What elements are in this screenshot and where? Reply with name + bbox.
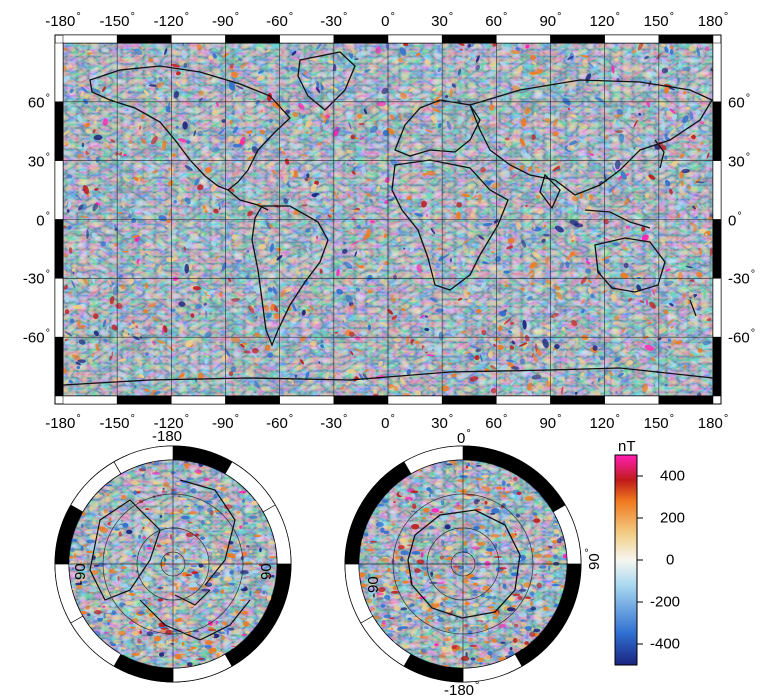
coastline-africa xyxy=(391,159,509,291)
axis-label-right: -30° xyxy=(728,268,756,288)
coastline-new-zealand xyxy=(689,299,697,317)
coastline-asia xyxy=(469,79,713,196)
axis-label-bottom: -60° xyxy=(266,413,294,432)
axis-label-top: -120° xyxy=(153,11,190,30)
axis-label-bottom: -90° xyxy=(211,413,240,432)
graticule xyxy=(63,43,713,396)
axis-label-bottom: 150° xyxy=(643,413,675,432)
axis-label-right: -60° xyxy=(728,327,756,347)
axis-label-left: -60° xyxy=(22,327,50,347)
axis-label-top: 60° xyxy=(485,11,508,30)
axis-label-top: 30° xyxy=(431,11,454,30)
axis-label-top: 0° xyxy=(381,11,395,30)
coastline-australia xyxy=(594,237,666,293)
axis-label-right: 30° xyxy=(728,151,751,171)
coastlines xyxy=(63,51,713,386)
axis-label-left: -30° xyxy=(22,268,50,288)
axis-label-left: 30° xyxy=(27,151,50,171)
colorbar-tick-label: -400 xyxy=(650,635,681,653)
coastline-antarctica xyxy=(63,367,713,386)
axis-label-right: 0° xyxy=(728,210,742,229)
north-polar-label-top: -180 xyxy=(152,428,183,445)
colorbar-tick-label: 400 xyxy=(660,467,686,485)
axis-label-left: 60° xyxy=(27,92,50,112)
colorbar-tick-label: 0 xyxy=(666,551,675,569)
axis-label-bottom: 30° xyxy=(431,413,454,432)
coastline-japan xyxy=(654,139,665,169)
axis-label-right: 60° xyxy=(728,92,751,112)
coastline-north-america xyxy=(89,65,291,191)
axis-label-bottom: -120° xyxy=(153,413,190,432)
axis-label-top: -60° xyxy=(266,11,294,30)
colorbar-tick-label: 200 xyxy=(660,509,686,527)
coastline-greenland xyxy=(297,51,356,111)
coastline-india xyxy=(539,173,561,210)
axis-label-top: 90° xyxy=(539,11,562,30)
axis-label-bottom: -180° xyxy=(45,413,81,432)
axis-label-top: 120° xyxy=(589,11,620,30)
south-polar-map xyxy=(344,445,582,683)
south-coastlines xyxy=(407,509,521,619)
axis-label-top: 150° xyxy=(643,11,675,30)
axis-label-top: -150° xyxy=(99,11,135,30)
south-polar-label-left: -90 xyxy=(365,576,382,598)
south-polar-label-right: 90° xyxy=(584,547,603,570)
colorbar-tick-label: -200 xyxy=(650,593,681,611)
coastline-central-america xyxy=(227,189,269,211)
axis-label-top: -30° xyxy=(320,11,348,30)
colorbar xyxy=(614,454,643,666)
south-polar-label-top: 0° xyxy=(457,428,471,447)
map-frame xyxy=(54,34,722,405)
axis-label-bottom: -150° xyxy=(99,413,135,432)
north-polar-map xyxy=(54,445,292,683)
coastline-south-america xyxy=(251,205,329,347)
axis-label-bottom: 60° xyxy=(485,413,508,432)
coastline-indonesia xyxy=(584,209,651,229)
axis-label-bottom: 120° xyxy=(589,413,620,432)
axis-label-top: -90° xyxy=(211,11,240,30)
axis-label-top: 180° xyxy=(697,11,729,30)
north-polar-label-left: -90 xyxy=(72,563,89,585)
axis-label-left: 0° xyxy=(36,210,50,229)
axis-label-bottom: 180° xyxy=(697,413,729,432)
axis-label-bottom: -30° xyxy=(320,413,348,432)
south-polar-label-bottom: -180° xyxy=(444,680,480,699)
axis-label-bottom: 90° xyxy=(539,413,562,432)
coastline-europe xyxy=(394,99,481,157)
axis-label-bottom: 0° xyxy=(381,413,395,432)
axis-label-top: -180° xyxy=(45,11,81,30)
north-polar-label-right: 90 xyxy=(258,563,275,580)
colorbar-unit: nT xyxy=(618,438,636,455)
